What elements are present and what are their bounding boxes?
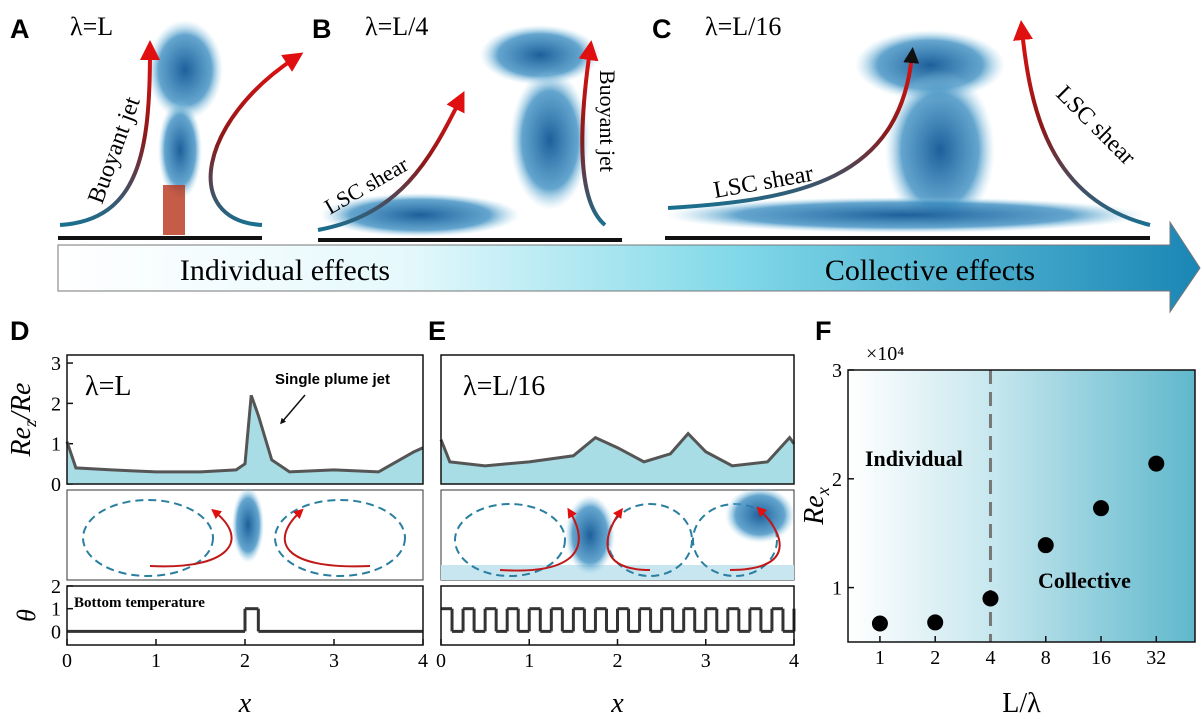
hot-plume-base xyxy=(163,185,185,235)
x-axis-label: x xyxy=(238,688,252,719)
x-tick-label: 1 xyxy=(875,647,885,669)
axis-label: Rez/Re xyxy=(6,383,40,458)
area xyxy=(441,434,794,484)
y-tick-label: 2 xyxy=(51,576,61,598)
point xyxy=(1093,500,1109,516)
panel-letter: B xyxy=(312,14,332,44)
arrow-label: Buoyant jet xyxy=(595,70,620,172)
line xyxy=(67,395,423,472)
x-tick-label: 2 xyxy=(240,650,250,672)
x-tick-label: 3 xyxy=(701,650,711,672)
plume xyxy=(232,487,264,563)
y-tick-label: 1 xyxy=(51,434,61,456)
x-axis-label: L/λ xyxy=(1002,688,1041,719)
panel-letter: D xyxy=(10,316,30,346)
lambda-label: λ=L/4 xyxy=(365,12,428,41)
axis-label-part: x xyxy=(813,487,833,496)
panel-b: B λ=L/4 LSC shear Buoyant jet xyxy=(312,12,622,240)
lambda-label: λ=L/16 xyxy=(705,12,781,41)
lambda-label: λ=L xyxy=(85,371,131,402)
annotation: Bottom temperature xyxy=(74,595,205,611)
x-tick-label: 4 xyxy=(985,647,995,669)
annotation: Single plume jet xyxy=(275,371,390,388)
x-tick-label: 4 xyxy=(418,650,428,672)
figure: A λ=L Buoyant jet B λ=L/4 LSC shear Buoy… xyxy=(0,0,1202,721)
boundary-layer xyxy=(441,565,794,580)
y-tick-label: 3 xyxy=(832,360,842,382)
point xyxy=(872,616,888,632)
annotation-arrow xyxy=(282,395,305,422)
x-tick-label: 2 xyxy=(930,647,940,669)
flow-image-d xyxy=(67,487,423,580)
y-tick-label: 0 xyxy=(51,621,61,643)
plume xyxy=(510,70,590,210)
lambda-label: λ=L/16 xyxy=(463,371,545,402)
y-axis-label: θ xyxy=(12,609,41,622)
x-axis-label: x xyxy=(610,688,624,719)
y-tick-label: 0 xyxy=(51,474,61,496)
axis-label-part: z xyxy=(20,420,40,428)
panel-letter: F xyxy=(815,316,832,346)
x-tick-label: 2 xyxy=(613,650,623,672)
point xyxy=(927,614,943,630)
x-tick-label: 4 xyxy=(789,650,799,672)
panel-letter: E xyxy=(428,316,446,346)
panel-letter: A xyxy=(10,14,30,44)
y-tick-label: 2 xyxy=(51,393,61,415)
banner-label: Individual effects xyxy=(180,254,390,287)
arrow-label: Buoyant jet xyxy=(83,93,146,207)
y-tick-label: 1 xyxy=(832,578,842,600)
x-tick-label: 0 xyxy=(62,650,72,672)
banner-label: Collective effects xyxy=(825,254,1035,287)
axis-label-part: /Re xyxy=(6,383,37,422)
point xyxy=(1148,456,1164,472)
y-tick-label: 3 xyxy=(51,353,61,375)
axis-multiplier: ×10⁴ xyxy=(866,343,904,365)
plot-background xyxy=(848,370,1195,642)
arrow-label: LSC shear xyxy=(1051,81,1141,171)
x-tick-label: 1 xyxy=(524,650,534,672)
arrow xyxy=(211,58,295,225)
panel-letter: C xyxy=(652,14,672,44)
lambda-label: λ=L xyxy=(70,12,113,41)
x-tick-label: 16 xyxy=(1091,647,1111,669)
panel-a: A λ=L Buoyant jet xyxy=(10,12,295,238)
flow-image-e xyxy=(441,487,795,580)
x-tick-label: 8 xyxy=(1041,647,1051,669)
x-tick-label: 3 xyxy=(329,650,339,672)
point xyxy=(1038,537,1054,553)
region-label: Collective xyxy=(1038,568,1131,593)
axis-label-part: Re xyxy=(799,495,830,526)
axis-label-part: Re xyxy=(6,427,37,458)
y-tick-label: 2 xyxy=(832,469,842,491)
plume xyxy=(725,487,795,543)
axis-label: Rex xyxy=(799,487,833,526)
point xyxy=(982,590,998,606)
plot: 0 1 2 3 4 x xyxy=(436,586,799,719)
y-tick-label: 1 xyxy=(51,599,61,621)
x-tick-label: 1 xyxy=(151,650,161,672)
region-label: Individual xyxy=(865,446,963,471)
panel-c: C λ=L/16 LSC shear LSC shear xyxy=(652,12,1150,238)
x-tick-label: 0 xyxy=(436,650,446,672)
x-tick-label: 32 xyxy=(1146,647,1166,669)
